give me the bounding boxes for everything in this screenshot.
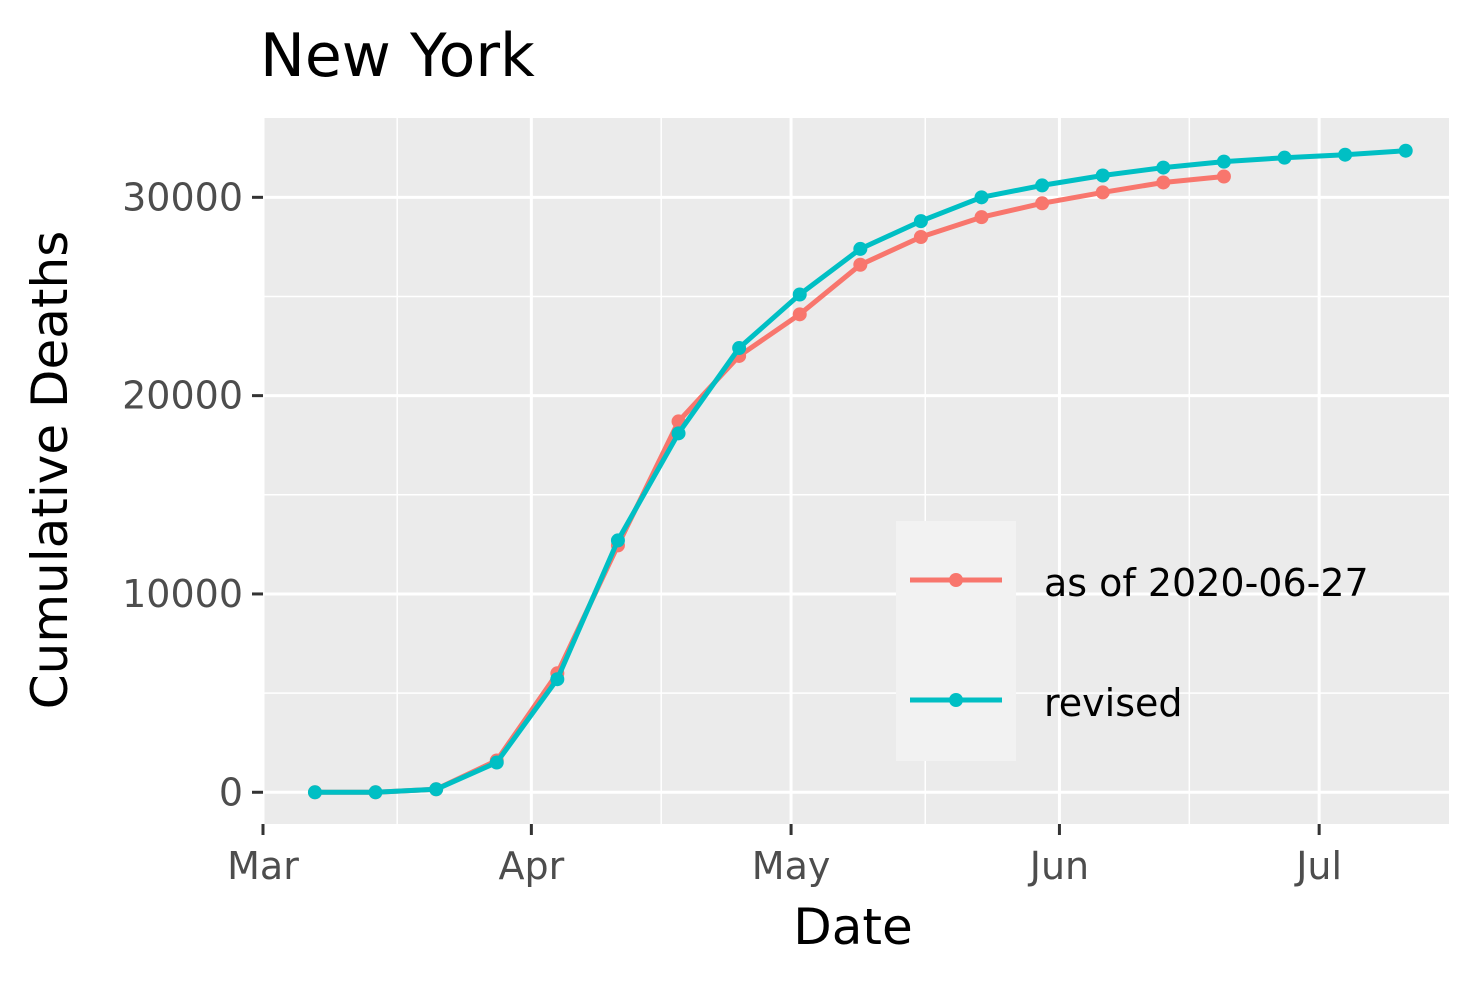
data-point-revised bbox=[913, 214, 928, 229]
data-point-revised bbox=[1277, 150, 1292, 165]
data-point-as-of-2020-06-27 bbox=[1035, 196, 1050, 211]
data-point-as-of-2020-06-27 bbox=[1216, 169, 1231, 184]
y-tick-label: 20000 bbox=[122, 374, 243, 418]
data-point-as-of-2020-06-27 bbox=[974, 210, 989, 225]
data-point-revised bbox=[1398, 143, 1413, 158]
legend-key-background bbox=[896, 521, 1016, 761]
data-point-revised bbox=[550, 672, 565, 687]
x-tick-label: Jul bbox=[1294, 844, 1342, 888]
data-point-revised bbox=[429, 782, 444, 797]
y-axis: 0 10000 20000 30000 bbox=[122, 175, 263, 814]
legend: as of 2020-06-27 revised bbox=[896, 521, 1369, 761]
data-point-revised bbox=[853, 241, 868, 256]
data-point-as-of-2020-06-27 bbox=[1095, 185, 1110, 200]
series-revised bbox=[307, 143, 1413, 800]
series-layer bbox=[307, 143, 1413, 800]
data-point-revised bbox=[792, 287, 807, 302]
data-point-revised bbox=[307, 785, 322, 800]
legend-key-point bbox=[949, 693, 963, 707]
data-point-revised bbox=[671, 426, 686, 441]
data-point-revised bbox=[1216, 154, 1231, 169]
minor-gridlines-y bbox=[263, 295, 1449, 694]
data-point-revised bbox=[489, 755, 504, 770]
data-point-revised bbox=[732, 341, 747, 356]
y-tick-label: 0 bbox=[219, 770, 243, 814]
x-tick-label: Apr bbox=[498, 844, 564, 888]
y-tick-label: 10000 bbox=[122, 572, 243, 616]
data-point-as-of-2020-06-27 bbox=[853, 257, 868, 272]
chart-title: New York bbox=[260, 21, 535, 91]
legend-key-point bbox=[949, 573, 963, 587]
data-point-as-of-2020-06-27 bbox=[1156, 175, 1171, 190]
legend-key-as-of bbox=[910, 573, 1002, 587]
major-gridlines-y bbox=[263, 195, 1449, 794]
x-tick-label: Jun bbox=[1028, 844, 1089, 888]
x-tick-label: Mar bbox=[227, 844, 299, 888]
x-axis-title: Date bbox=[793, 898, 913, 956]
data-point-revised bbox=[1338, 147, 1353, 162]
data-point-revised bbox=[1156, 160, 1171, 175]
data-point-revised bbox=[974, 190, 989, 205]
data-point-revised bbox=[610, 533, 625, 548]
data-point-as-of-2020-06-27 bbox=[792, 307, 807, 322]
plot-panel bbox=[263, 118, 1449, 824]
legend-label-revised: revised bbox=[1044, 681, 1183, 725]
data-point-revised bbox=[1095, 168, 1110, 183]
legend-key-revised bbox=[910, 693, 1002, 707]
x-axis: Mar Apr May Jun Jul bbox=[227, 824, 1342, 888]
y-tick-label: 30000 bbox=[122, 175, 243, 219]
x-tick-label: May bbox=[752, 844, 831, 888]
legend-label-as-of: as of 2020-06-27 bbox=[1044, 561, 1369, 605]
data-point-revised bbox=[1035, 178, 1050, 193]
data-point-as-of-2020-06-27 bbox=[913, 229, 928, 244]
data-point-revised bbox=[368, 785, 383, 800]
y-axis-title: Cumulative Deaths bbox=[21, 231, 79, 710]
